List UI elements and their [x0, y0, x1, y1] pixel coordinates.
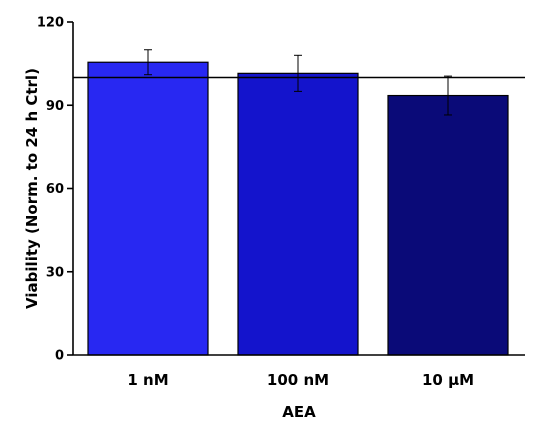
y-tick-label: 120 [37, 16, 64, 31]
y-tick-label: 90 [46, 99, 64, 114]
y-axis-title: Viability (Norm. to 24 h Ctrl) [23, 68, 41, 309]
bars [87, 61, 509, 356]
x-tick-label: 10 µM [422, 371, 474, 389]
bar [87, 61, 209, 356]
x-tick-label: 100 nM [267, 371, 329, 389]
x-tick-labels: 1 nM 100 nM 10 µM [127, 371, 474, 389]
x-tick-label: 1 nM [127, 371, 168, 389]
bar [387, 94, 509, 356]
y-tick-label: 60 [46, 182, 64, 197]
error-bar [144, 49, 152, 76]
x-axis-title: AEA [282, 403, 316, 421]
y-ticks: 0 30 60 90 120 [37, 16, 73, 364]
error-bar [294, 54, 302, 92]
bar [237, 72, 359, 356]
error-bars [144, 49, 452, 116]
error-bar [444, 75, 452, 116]
y-tick-label: 30 [46, 265, 64, 280]
y-tick-label: 0 [55, 349, 64, 364]
